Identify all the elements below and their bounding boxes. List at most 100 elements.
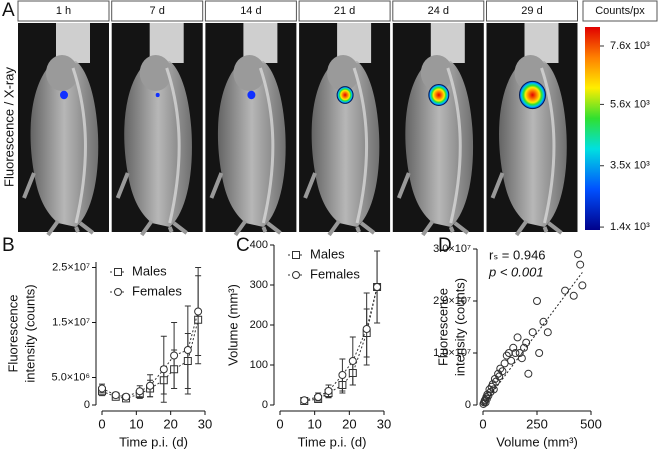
- mouse-legs: [115, 172, 188, 237]
- y-label: Volume (mm³): [225, 284, 240, 366]
- label-box: [111, 0, 204, 22]
- x-tick-label: 0: [479, 416, 486, 431]
- mouse-head: [46, 55, 78, 91]
- mouse-legs: [209, 172, 282, 237]
- legend-label: Males: [132, 263, 167, 278]
- time-label: 14 d: [240, 5, 261, 17]
- marker: [159, 365, 168, 374]
- mouse-legs: [303, 172, 376, 237]
- scatter-point: [507, 356, 516, 365]
- marker: [135, 387, 144, 396]
- label-box: [486, 0, 578, 22]
- scatter-point: [498, 367, 507, 376]
- y-label: Fluorescence: [435, 288, 450, 366]
- y-tick-label: 5.0×10⁶: [52, 371, 90, 383]
- y-tick-label: 200: [250, 319, 268, 331]
- scatter-point: [576, 260, 585, 269]
- scatter-point: [561, 286, 570, 295]
- xray-image: [299, 23, 391, 237]
- scatter-point: [524, 369, 533, 378]
- marker: [324, 387, 333, 395]
- marker: [114, 268, 122, 276]
- marker: [111, 391, 120, 400]
- x-tick-label: 10: [307, 416, 321, 431]
- mouse-head: [514, 55, 547, 91]
- xray-image: [205, 23, 297, 237]
- mouse-legs: [22, 172, 95, 237]
- y-tick-label: 0: [84, 399, 90, 411]
- marker: [373, 283, 382, 291]
- panel-label: D: [438, 235, 452, 256]
- colorbar-label-box: [582, 0, 658, 22]
- scatter-point: [533, 297, 541, 305]
- y-tick-label: 0: [465, 399, 471, 411]
- panel-label: A: [2, 0, 15, 21]
- scatter-point: [569, 291, 578, 300]
- legend-label: Males: [310, 246, 345, 261]
- scatter-point: [496, 364, 505, 373]
- x-tick-label: 20: [342, 416, 356, 431]
- y-tick-label: 100: [250, 359, 268, 371]
- x-label: Time p.i. (d): [119, 434, 188, 449]
- label-box: [298, 0, 391, 22]
- fluorescence-spot: [519, 80, 546, 110]
- scatter-point: [511, 349, 520, 357]
- y-tick-label: 0: [262, 399, 268, 411]
- panel-label: B: [2, 235, 15, 256]
- marker: [292, 271, 300, 279]
- marker: [362, 325, 371, 333]
- y-tick-label: 2.0×10⁷: [433, 295, 471, 307]
- xray-image: [111, 23, 203, 237]
- scatter-point: [528, 328, 537, 337]
- scatter-point: [517, 354, 526, 363]
- fit-line: [482, 272, 583, 406]
- mouse-spine: [540, 67, 556, 224]
- y-label: intensity (counts): [452, 278, 467, 376]
- xray-image: [18, 23, 109, 237]
- mouse-spine: [71, 67, 87, 224]
- y-tick-label: 1.0×10⁷: [433, 347, 471, 359]
- colorbar-tick-label: 5.6x 10³: [610, 98, 650, 110]
- fluorescence-spot: [60, 90, 68, 100]
- y-tick-label: 400: [250, 239, 268, 251]
- scatter-point: [513, 333, 522, 342]
- x-tick-label: 30: [377, 416, 391, 431]
- marker: [300, 396, 309, 405]
- scatter-point: [489, 385, 498, 394]
- scatter-point: [543, 328, 552, 337]
- marker: [348, 357, 357, 365]
- scatter-point: [504, 349, 513, 357]
- xray-image: [486, 23, 578, 237]
- x-label: Time p.i. (d): [298, 434, 367, 449]
- mouse-spine: [258, 67, 275, 224]
- time-label: 1 h: [56, 5, 71, 17]
- x-tick-label: 0: [276, 416, 283, 431]
- y-tick-label: 1.5×10⁷: [52, 316, 90, 328]
- series-line: [101, 319, 199, 399]
- time-label: 21 d: [334, 5, 355, 17]
- marker: [114, 288, 122, 296]
- colorbar-label: Counts/px: [595, 5, 645, 17]
- mouse-legs: [396, 172, 470, 237]
- marker: [194, 307, 203, 316]
- scatter-point: [481, 398, 490, 407]
- x-tick-label: 500: [580, 416, 602, 431]
- scatter-point: [574, 250, 583, 259]
- x-tick-label: 0: [98, 416, 105, 431]
- scatter-point: [520, 343, 529, 352]
- time-label: 7 d: [150, 5, 165, 17]
- mouse-head: [139, 55, 172, 91]
- colorbar: [585, 27, 600, 230]
- marker: [338, 371, 347, 379]
- label-box: [17, 0, 110, 22]
- mouse-legs: [490, 172, 563, 237]
- marker: [170, 351, 179, 360]
- marker: [146, 381, 155, 390]
- panel-label: C: [236, 235, 250, 256]
- mouse-spine: [446, 67, 462, 224]
- time-label: 24 d: [428, 5, 449, 17]
- time-label: 29 d: [521, 5, 542, 17]
- fluorescence-spot: [247, 90, 256, 100]
- fluorescence-spot: [428, 84, 450, 106]
- mouse-head: [420, 55, 453, 91]
